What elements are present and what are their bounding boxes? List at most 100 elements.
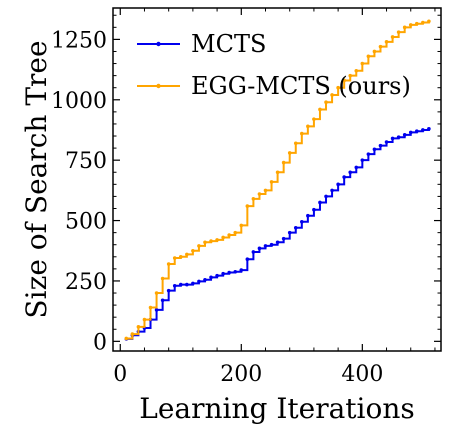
y-tick-label: 1000 [51, 89, 107, 114]
data-point-egg-mcts [239, 223, 244, 228]
data-point-egg-mcts [390, 35, 395, 39]
y-tick-label: 750 [65, 149, 107, 174]
data-point-mcts [172, 283, 177, 288]
series-layer [124, 19, 431, 341]
data-point-egg-mcts [414, 21, 419, 26]
data-point-egg-mcts [136, 325, 141, 329]
data-point-mcts [203, 277, 207, 282]
data-point-egg-mcts [160, 276, 165, 281]
data-point-mcts [197, 279, 201, 284]
data-point-mcts [287, 230, 292, 235]
data-point-mcts [306, 213, 310, 218]
data-point-egg-mcts [336, 85, 340, 90]
legend-marker-mcts [156, 41, 161, 47]
legend-entry-mcts: MCTS [137, 30, 266, 58]
data-point-mcts [342, 175, 346, 179]
legend-label-mcts: MCTS [191, 30, 266, 58]
data-point-egg-mcts [142, 317, 147, 322]
data-point-egg-mcts [269, 180, 274, 184]
data-point-mcts [354, 165, 359, 170]
data-point-egg-mcts [281, 160, 286, 165]
data-point-mcts [384, 140, 389, 144]
y-tick-label: 0 [93, 330, 107, 355]
data-point-mcts [318, 200, 322, 205]
data-point-mcts [215, 273, 219, 278]
data-point-egg-mcts [342, 78, 346, 83]
x-axis-label: Learning Iterations [139, 392, 415, 425]
data-point-egg-mcts [396, 30, 401, 34]
legend: MCTS EGG-MCTS (ours) [137, 30, 411, 100]
data-point-egg-mcts [215, 238, 219, 242]
data-point-mcts [245, 257, 250, 262]
y-axis-label: Size of Search Tree [20, 40, 53, 318]
ticks-layer: 0 200 400 0 250 500 750 1000 1250 [51, 8, 441, 387]
data-point-mcts [178, 282, 183, 287]
data-point-egg-mcts [233, 230, 238, 235]
data-point-mcts [160, 298, 165, 303]
data-point-egg-mcts [221, 235, 225, 240]
data-point-egg-mcts [263, 188, 268, 193]
data-point-egg-mcts [185, 252, 189, 257]
data-point-mcts [348, 170, 353, 175]
data-point-egg-mcts [197, 244, 201, 248]
y-tick-label: 250 [65, 270, 107, 295]
data-point-mcts [239, 268, 244, 272]
data-point-egg-mcts [148, 305, 153, 310]
data-point-mcts [396, 135, 401, 140]
data-point-egg-mcts [318, 107, 322, 112]
data-point-egg-mcts [421, 20, 425, 25]
data-point-mcts [372, 147, 377, 152]
data-point-mcts [360, 158, 365, 162]
data-point-mcts [281, 236, 286, 241]
data-point-mcts [269, 242, 274, 247]
data-point-egg-mcts [172, 256, 177, 260]
data-point-mcts [221, 271, 225, 276]
data-point-mcts [378, 143, 383, 148]
data-point-egg-mcts [124, 336, 129, 341]
data-point-mcts [390, 136, 395, 141]
legend-entry-egg-mcts: EGG-MCTS (ours) [137, 72, 411, 100]
data-point-mcts [300, 219, 304, 224]
data-point-egg-mcts [360, 61, 365, 66]
data-point-egg-mcts [366, 54, 371, 59]
data-point-egg-mcts [378, 44, 383, 49]
data-point-mcts [233, 269, 238, 274]
data-point-mcts [366, 152, 371, 156]
data-point-mcts [324, 194, 328, 199]
data-point-egg-mcts [251, 197, 256, 201]
data-point-egg-mcts [312, 117, 316, 121]
data-point-egg-mcts [427, 19, 431, 24]
data-point-egg-mcts [372, 49, 377, 54]
data-point-egg-mcts [354, 69, 359, 73]
data-point-egg-mcts [166, 262, 171, 266]
data-point-egg-mcts [384, 40, 389, 44]
data-point-egg-mcts [306, 124, 310, 129]
series-line-mcts [126, 128, 430, 340]
data-point-egg-mcts [245, 204, 250, 208]
x-tick-label: 0 [113, 362, 127, 387]
data-point-mcts [414, 129, 419, 133]
y-tick-label: 500 [65, 210, 107, 235]
data-point-mcts [251, 250, 256, 254]
data-point-egg-mcts [402, 25, 407, 30]
data-point-mcts [312, 207, 316, 212]
x-tick-label: 200 [220, 362, 262, 387]
data-point-mcts [421, 128, 425, 132]
data-point-mcts [263, 244, 268, 248]
data-point-egg-mcts [348, 73, 353, 78]
data-point-mcts [227, 270, 231, 275]
data-point-egg-mcts [257, 192, 262, 196]
data-point-mcts [166, 288, 171, 293]
y-tick-label: 1250 [51, 28, 107, 53]
data-point-mcts [275, 240, 280, 245]
data-point-egg-mcts [330, 93, 334, 97]
data-point-egg-mcts [287, 151, 292, 155]
data-point-mcts [408, 130, 413, 135]
data-point-mcts [154, 308, 159, 312]
data-point-mcts [336, 182, 340, 187]
data-point-mcts [185, 282, 189, 287]
plot-frame [112, 7, 442, 352]
data-point-egg-mcts [154, 291, 159, 295]
legend-label-egg-mcts: EGG-MCTS (ours) [191, 72, 411, 100]
